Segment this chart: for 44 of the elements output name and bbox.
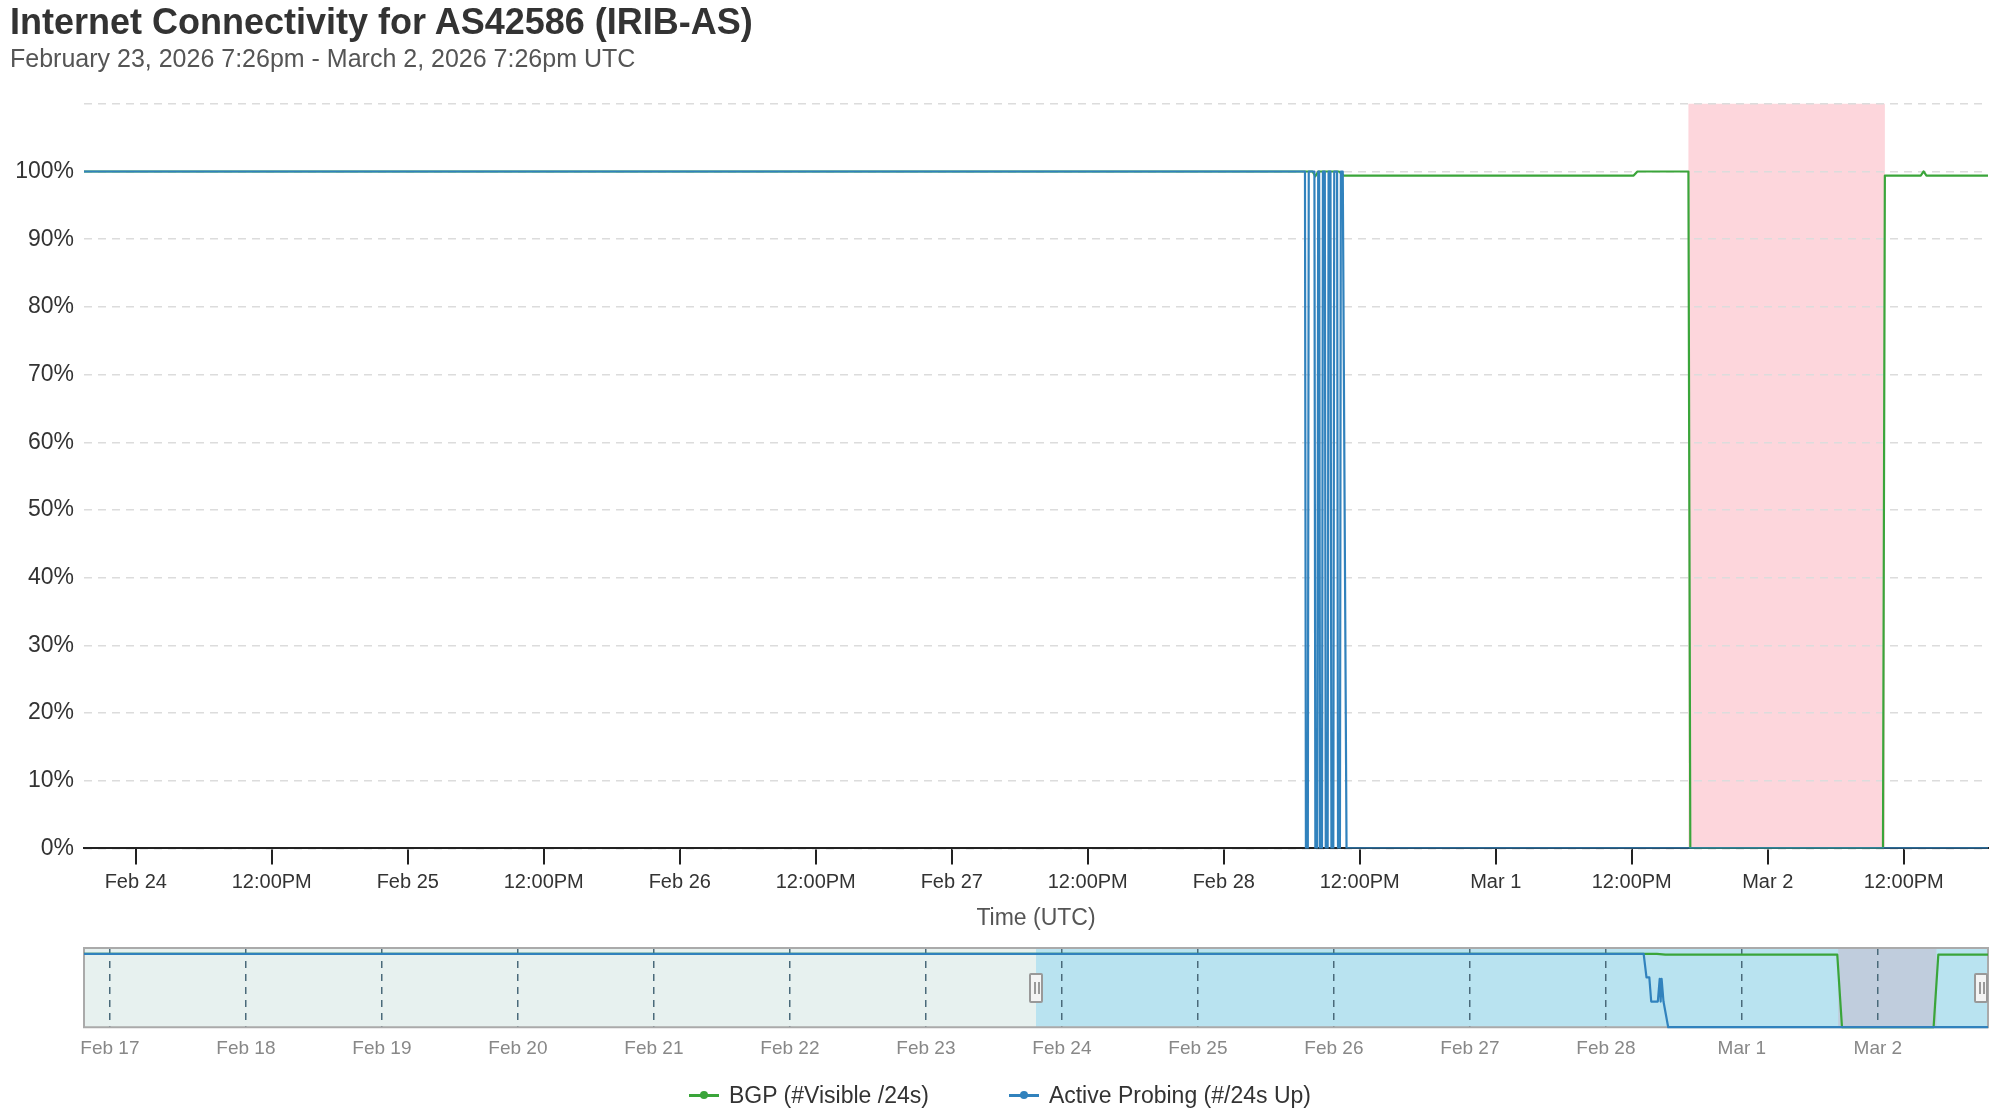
x-tick-label: 12:00PM <box>1591 869 1672 892</box>
x-tick-label: Feb 21 <box>624 1036 684 1058</box>
y-tick-label: 0% <box>40 833 74 860</box>
y-tick-label: 70% <box>27 359 74 386</box>
y-tick-label: 60% <box>27 427 74 454</box>
x-tick-label: Feb 20 <box>488 1036 548 1058</box>
chart-subtitle: February 23, 2026 7:26pm - March 2, 2026 7:26pm UTC <box>10 44 637 72</box>
x-axis-title: Time (UTC) <box>976 903 1096 930</box>
y-tick-label: 50% <box>27 495 74 522</box>
legend-label: Active Probing (#/24s Up) <box>1048 1082 1311 1109</box>
x-tick-label: Feb 28 <box>1192 869 1255 892</box>
x-tick-label: 12:00PM <box>775 869 856 892</box>
x-tick-label: 12:00PM <box>231 869 312 892</box>
y-tick-label: 30% <box>27 630 74 657</box>
x-tick-label: Feb 27 <box>920 869 983 892</box>
x-tick-label: Feb 26 <box>1304 1036 1364 1058</box>
x-tick-label: Feb 19 <box>352 1036 412 1058</box>
x-tick-label: Feb 25 <box>1168 1036 1228 1058</box>
x-tick-label: 12:00PM <box>1319 869 1400 892</box>
x-tick-label: 12:00PM <box>503 869 584 892</box>
chart-title: Internet Connectivity for AS42586 (IRIB-AS) <box>10 0 753 44</box>
y-tick-label: 80% <box>27 292 74 319</box>
y-tick-label: 20% <box>27 698 74 725</box>
x-tick-label: Mar 2 <box>1853 1036 1903 1058</box>
x-tick-label: Feb 18 <box>216 1036 276 1058</box>
x-tick-label: Mar 2 <box>1742 869 1794 892</box>
x-tick-label: 12:00PM <box>1863 869 1944 892</box>
legend-label: BGP (#Visible /24s) <box>729 1082 929 1109</box>
x-tick-label: Feb 23 <box>896 1036 956 1058</box>
x-tick-label: Feb 25 <box>376 869 439 892</box>
x-tick-label: Feb 24 <box>1032 1036 1092 1058</box>
x-tick-label: Feb 26 <box>648 869 711 892</box>
y-tick-label: 10% <box>27 766 74 793</box>
y-tick-label: 90% <box>27 224 74 251</box>
x-tick-label: 12:00PM <box>1047 869 1128 892</box>
x-tick-label: Feb 24 <box>104 869 167 892</box>
y-tick-label: 40% <box>27 562 74 589</box>
x-tick-label: Feb 28 <box>1576 1036 1636 1058</box>
x-tick-label: Feb 22 <box>760 1036 820 1058</box>
x-tick-label: Feb 17 <box>80 1036 140 1058</box>
x-tick-label: Mar 1 <box>1717 1036 1767 1058</box>
x-tick-label: Feb 27 <box>1440 1036 1500 1058</box>
x-tick-label: Mar 1 <box>1470 869 1522 892</box>
y-tick-label: 100% <box>15 156 74 183</box>
